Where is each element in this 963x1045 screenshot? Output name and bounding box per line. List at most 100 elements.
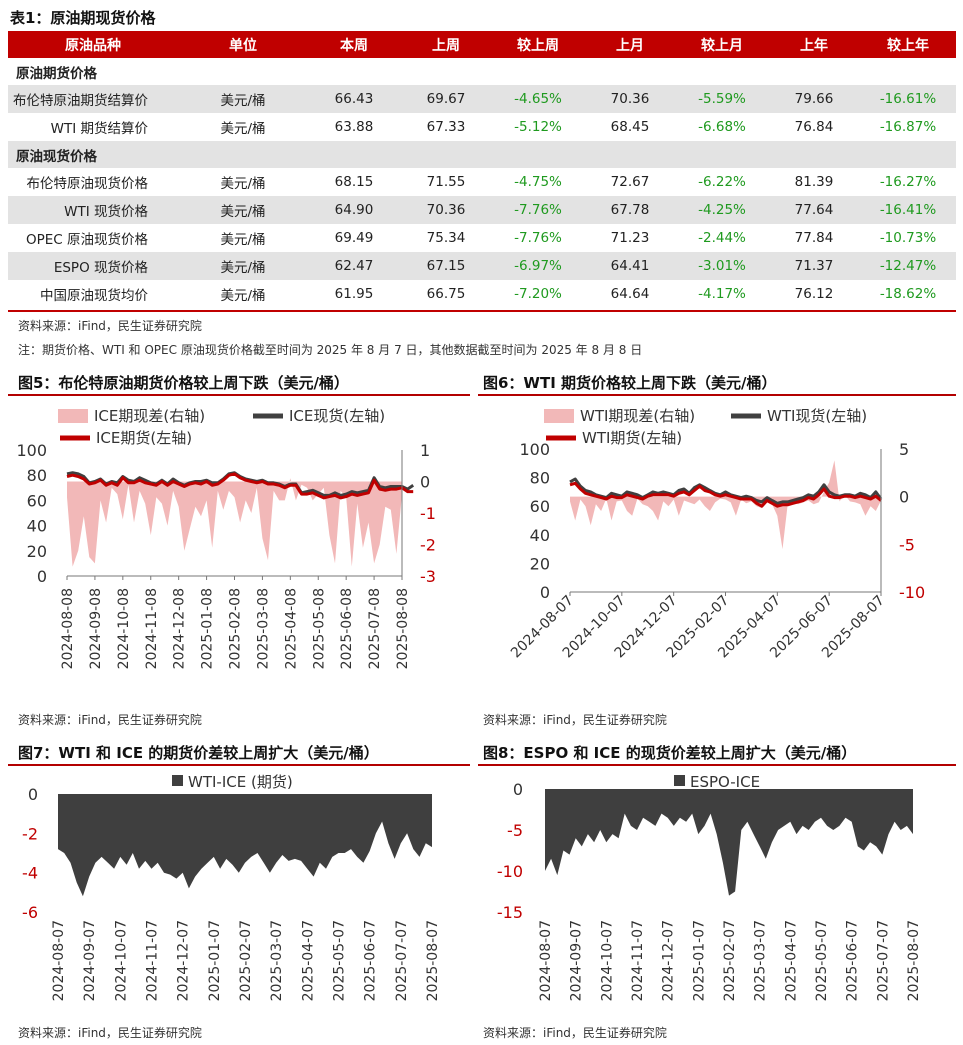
cell-unit: 美元/桶 [178, 85, 308, 113]
cell-this-week: 61.95 [334, 286, 374, 302]
y-left-tick-label: 100 [16, 441, 47, 460]
x-tick-label: 2025-01-07 [207, 920, 223, 1001]
cell-this-week: 69.49 [334, 230, 374, 246]
col-header: 上月 [584, 31, 676, 58]
cell-last-month: 67.78 [584, 196, 676, 224]
table-row: 中国原油现货均价 美元/桶 61.95 66.75 -7.20% 64.64 -… [8, 280, 956, 308]
x-tick-label: 2025-02-07 [238, 920, 254, 1001]
cell-last-month: 70.36 [584, 85, 676, 113]
fig6-chart: 020406080100-10-5052024-08-072024-10-072… [508, 407, 925, 661]
cell-wow: -7.20% [514, 286, 562, 302]
cell-mom: -3.01% [676, 252, 768, 280]
x-tick-label: 2025-05-07 [332, 920, 348, 1001]
y-right-tick-label: -1 [420, 504, 436, 523]
x-tick-label: 2025-04-07 [783, 920, 799, 1001]
cell-unit: 美元/桶 [178, 196, 308, 224]
y-right-tick-label: -2 [420, 536, 436, 555]
y-right-tick-label: -5 [899, 535, 915, 554]
cell-name: ESPO 现货价格 [8, 252, 178, 280]
table-row: OPEC 原油现货价格 美元/桶 69.49 75.34 -7.76% 71.2… [8, 224, 956, 252]
x-tick-label: 2025-06-08 [339, 588, 355, 669]
cell-last-month: 68.45 [610, 119, 650, 135]
y-left-tick-label: 40 [530, 526, 550, 545]
fig5-title: 图5：布伦特原油期货价格较上周下跌（美元/桶） [18, 374, 349, 392]
cell-mom: -5.59% [676, 85, 768, 113]
legend-swatch-spread [58, 409, 88, 423]
cell-wow: -4.65% [492, 85, 584, 113]
cell-this-week: 62.47 [308, 252, 400, 280]
cell-this-week: 64.90 [308, 196, 400, 224]
section-row: 原油现货价格 [8, 141, 956, 168]
fig8-source: 资料来源：iFind，民生证券研究院 [483, 1026, 667, 1040]
table-row: ESPO 现货价格 美元/桶 62.47 67.15 -6.97% 64.41 … [8, 252, 956, 280]
cell-yoy: -12.47% [860, 252, 956, 280]
cell-name: 布伦特原油现货价格 [26, 176, 149, 192]
x-tick-label: 2025-01-08 [200, 588, 216, 669]
y-right-tick-label: 5 [899, 440, 909, 459]
y-left-tick-label: 40 [27, 517, 47, 536]
fig5-chart: 0 20 40 60 80 100 -3 -2 -1 0 1 2024-08-08 2024-09-08… [16, 407, 436, 669]
x-tick-label: 2025-06-07 [363, 920, 379, 1001]
cell-last-year: 79.66 [768, 85, 860, 113]
x-tick-label: 2025-04-08 [283, 588, 299, 669]
cell-last-year: 76.84 [794, 119, 834, 135]
legend-label: ICE期现差(右轴) [94, 407, 205, 425]
cell-wow: -7.76% [514, 230, 562, 246]
col-header: 上年 [768, 31, 860, 58]
x-tick-label: 2025-08-07 [425, 920, 441, 1001]
fig7-title: 图7：WTI 和 ICE 的期货价差较上周扩大（美元/桶） [18, 744, 379, 762]
fig6-title: 图6：WTI 期货价格较上周下跌（美元/桶） [483, 374, 777, 392]
cell-last-year: 77.84 [794, 230, 834, 246]
x-tick-label: 2024-09-07 [82, 920, 98, 1001]
futures-line [569, 481, 882, 508]
cell-last-week: 75.34 [426, 230, 466, 246]
legend-label: WTI-ICE (期货) [188, 773, 293, 791]
fig8-title: 图8：ESPO 和 ICE 的现货价差较上周扩大（美元/桶） [483, 744, 857, 762]
cell-name: WTI 期货结算价 [50, 121, 148, 137]
cell-mom: -2.44% [698, 230, 746, 246]
y-left-tick-label: 20 [530, 554, 550, 573]
y-tick-label: -4 [22, 864, 38, 883]
legend-label: ICE期货(左轴) [96, 429, 192, 447]
col-header: 上周 [400, 31, 492, 58]
spread-area [570, 460, 881, 550]
spread-area [58, 794, 432, 897]
cell-unit: 美元/桶 [178, 252, 308, 280]
x-tick-label: 2025-02-07 [722, 920, 738, 1001]
cell-last-month: 71.23 [610, 230, 650, 246]
x-tick-label: 2024-12-07 [661, 920, 677, 1001]
futures-line [66, 472, 414, 500]
cell-last-month: 64.41 [584, 252, 676, 280]
table-header-row: 原油品种 单位 本周 上周 较上周 上月 较上月 上年 较上年 [8, 31, 956, 58]
oil-price-table: 原油品种 单位 本周 上周 较上周 上月 较上月 上年 较上年 原油期货价格 布… [8, 31, 956, 308]
y-right-tick-label: 0 [420, 473, 430, 492]
cell-yoy: -16.41% [860, 196, 956, 224]
y-tick-label: -15 [497, 903, 523, 922]
x-tick-label: 2025-01-07 [691, 920, 707, 1001]
cell-mom: -4.17% [698, 286, 746, 302]
cell-mom: -6.22% [698, 174, 746, 190]
x-tick-label: 2024-08-08 [60, 588, 76, 669]
x-tick-label: 2025-08-07 [906, 920, 922, 1001]
col-header: 本周 [308, 31, 400, 58]
col-header: 较上月 [676, 31, 768, 58]
cell-unit: 美元/桶 [220, 121, 266, 137]
y-left-tick-label: 60 [530, 497, 550, 516]
table-caption: 表1：原油期现货价格 [10, 9, 156, 27]
cell-last-year: 77.64 [768, 196, 860, 224]
y-right-tick-label: -3 [420, 567, 436, 586]
table-note: 注：期货价格、WTI 和 OPEC 原油现货价格截至时间为 2025 年 8 月… [18, 343, 643, 357]
cell-yoy: -10.73% [879, 230, 937, 246]
cell-last-month: 72.67 [610, 174, 650, 190]
x-tick-label: 2025-05-08 [311, 588, 327, 669]
fig8-chart: -15 -10 -5 0 2024-08-07 2024-09-07 2024-10-07 2… [497, 773, 922, 1001]
spread-area [67, 478, 402, 567]
cell-last-week: 67.15 [400, 252, 492, 280]
cell-yoy: -16.27% [879, 174, 937, 190]
x-tick-label: 2025-07-08 [367, 588, 383, 669]
y-left-tick-label: 80 [27, 466, 47, 485]
cell-yoy: -16.87% [879, 119, 937, 135]
x-tick-label: 2024-08-07 [51, 920, 67, 1001]
y-left-tick-label: 60 [27, 491, 47, 510]
table-row: 布伦特原油现货价格 美元/桶 68.15 71.55 -4.75% 72.67 … [8, 168, 956, 196]
